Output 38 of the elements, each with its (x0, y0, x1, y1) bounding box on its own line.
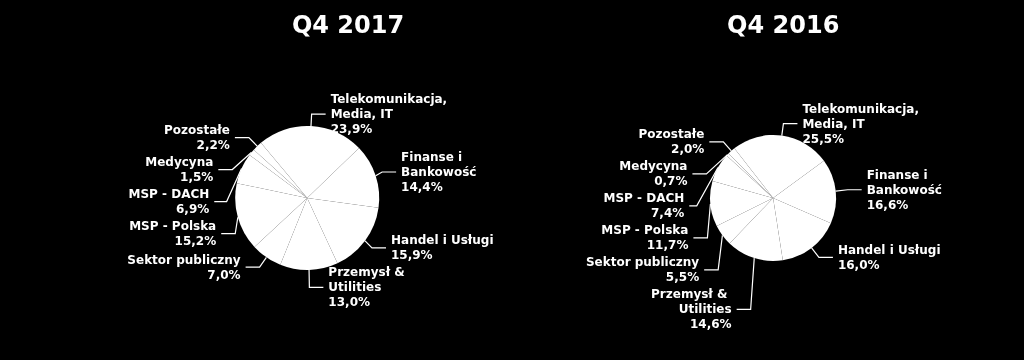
data-label: 25,5% (802, 131, 845, 146)
slice-label: Pozostałe (638, 127, 705, 142)
data-label: 14,4% (401, 179, 443, 194)
slice-label: Handel i Usługi (837, 242, 941, 257)
slice-label: Finanse i Bankowość (866, 167, 942, 197)
data-label: 11,7% (646, 238, 689, 253)
chart-title: Q4 2016 (727, 11, 840, 39)
slice-label: MSP - DACH (128, 187, 210, 202)
slice-label: Pozostałe (164, 123, 230, 138)
slice-label: Sektor publiczny (127, 252, 241, 267)
slice-label: Przemysł & Utilities (328, 265, 409, 295)
data-label: 6,9% (175, 202, 210, 217)
slice-label: Handel i Usługi (390, 233, 494, 248)
slice-label: MSP - DACH (603, 191, 685, 206)
slice-label: Przemysł & Utilities (651, 287, 732, 317)
data-label: 2,0% (671, 142, 705, 157)
data-label: 0,7% (654, 174, 688, 189)
data-label: 7,0% (207, 267, 241, 282)
slice-label: Sektor publiczny (585, 255, 700, 270)
data-label: 23,9% (330, 122, 373, 137)
data-label: 7,4% (651, 206, 685, 221)
slice-label: Telekomunikacja, Media, IT (330, 92, 452, 122)
slice-label: MSP - Polska (129, 219, 217, 234)
data-label: 16,6% (866, 197, 909, 212)
data-label: 13,0% (328, 295, 371, 310)
data-label: 16,0% (837, 257, 880, 272)
slice-label: Telekomunikacja, Media, IT (802, 101, 924, 131)
data-label: 15,2% (174, 234, 217, 249)
data-label: 14,6% (690, 317, 732, 332)
data-label: 2,2% (196, 138, 230, 153)
data-label: 1,5% (180, 170, 214, 185)
chart-title: Q4 2017 (291, 11, 405, 39)
slice-label: Finanse i Bankowość (401, 149, 477, 179)
slice-label: MSP - Polska (601, 223, 689, 238)
slice-label: Medycyna (145, 155, 214, 170)
slice-label: Medycyna (619, 159, 688, 174)
data-label: 5,5% (665, 270, 700, 285)
data-label: 15,9% (390, 248, 433, 263)
